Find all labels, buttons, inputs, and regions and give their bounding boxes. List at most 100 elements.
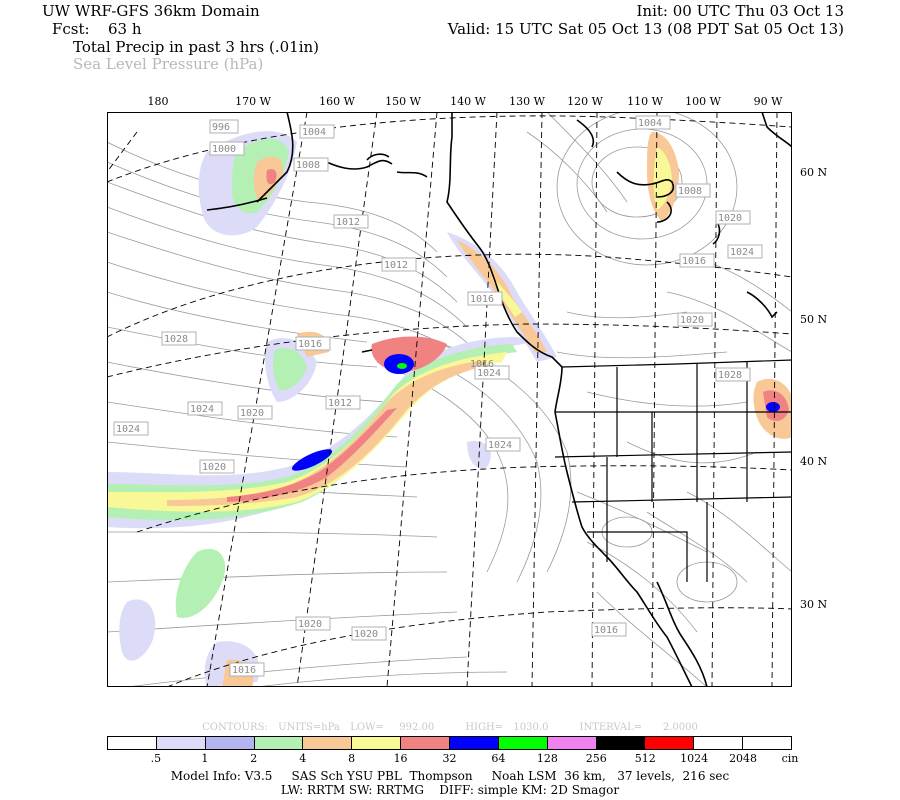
svg-text:1020: 1020 xyxy=(202,462,226,473)
legend-label: 1024 xyxy=(680,752,709,765)
legend-swatch xyxy=(645,737,695,749)
lon-label: 90 W xyxy=(753,95,783,108)
svg-text:1020: 1020 xyxy=(240,408,264,419)
pressure-label: 1016 xyxy=(295,336,331,351)
legend-swatch xyxy=(694,737,744,749)
model-info: Model Info: V3.5 SAS Sch YSU PBL Thompso… xyxy=(170,769,730,783)
pressure-label: 1004 xyxy=(635,115,671,130)
contour-info: CONTOURS: UNITS=hPa LOW= 992.00 HIGH= 10… xyxy=(202,722,698,733)
legend-label: 8 xyxy=(348,752,356,765)
svg-text:1016: 1016 xyxy=(594,625,618,636)
svg-text:1024: 1024 xyxy=(730,247,754,258)
pressure-label: 1024 xyxy=(187,401,223,416)
svg-text:1012: 1012 xyxy=(384,260,408,271)
legend-swatch xyxy=(596,737,646,749)
svg-text:1016: 1016 xyxy=(298,339,322,350)
pressure-label: 1020 xyxy=(237,405,273,420)
pressure-label: 1012 xyxy=(333,214,369,229)
legend-swatch xyxy=(450,737,499,749)
init-time: Init: 00 UTC Thu 03 Oct 13 xyxy=(636,2,844,20)
lat-label: 60 N xyxy=(800,166,828,179)
pressure-label: 1016 xyxy=(679,253,715,268)
legend-label: 512 xyxy=(634,752,656,765)
forecast-hour: 63 h xyxy=(108,20,142,38)
legend-swatch xyxy=(547,737,597,749)
pressure-label: 1008 xyxy=(675,183,711,198)
legend-swatch xyxy=(205,737,255,749)
svg-text:1024: 1024 xyxy=(488,440,512,451)
pressure-label: 1024 xyxy=(113,421,149,436)
pressure-label: 1020 xyxy=(295,616,331,631)
svg-text:1024: 1024 xyxy=(116,424,140,435)
legend-label: 1 xyxy=(201,752,209,765)
svg-text:1020: 1020 xyxy=(354,629,378,640)
legend-label: 64 xyxy=(491,752,506,765)
lon-label: 130 W xyxy=(509,95,545,108)
legend-swatch xyxy=(303,737,353,749)
legend-label: cin xyxy=(781,752,799,765)
lon-label: 140 W xyxy=(450,95,486,108)
pressure-label: 1020 xyxy=(351,626,387,641)
svg-text:1008: 1008 xyxy=(296,160,320,171)
lon-label: 110 W xyxy=(627,95,663,108)
coastlines xyxy=(206,112,792,687)
svg-text:996: 996 xyxy=(212,122,230,133)
field-precip-title: Total Precip in past 3 hrs (.01in) xyxy=(73,38,320,56)
svg-text:1008: 1008 xyxy=(678,186,702,197)
svg-text:1000: 1000 xyxy=(212,144,236,155)
valid-time: Valid: 15 UTC Sat 05 Oct 13 (08 PDT Sat … xyxy=(447,20,844,38)
svg-text:1012: 1012 xyxy=(336,217,360,228)
svg-text:1020: 1020 xyxy=(680,315,704,326)
legend-swatch xyxy=(743,737,792,749)
lon-label: 170 W xyxy=(235,95,271,108)
lat-label: 50 N xyxy=(800,313,828,326)
pressure-label: 1016 xyxy=(229,662,265,677)
legend-swatch xyxy=(156,737,206,749)
state-borders xyxy=(554,359,792,582)
svg-text:1016: 1016 xyxy=(682,256,706,267)
svg-text:1028: 1028 xyxy=(164,334,188,345)
svg-text:1024: 1024 xyxy=(190,404,214,415)
legend-label: 2048 xyxy=(729,752,758,765)
svg-text:1028: 1028 xyxy=(718,370,742,381)
lon-label: 120 W xyxy=(567,95,603,108)
lon-label: 180 xyxy=(147,95,169,108)
pressure-label: 1004 xyxy=(299,124,335,139)
svg-text:1024: 1024 xyxy=(477,368,501,379)
pressure-label: 1020 xyxy=(677,312,713,327)
lat-label: 40 N xyxy=(800,455,828,468)
pressure-label: 1016 xyxy=(591,622,627,637)
precip-legend-bar xyxy=(107,736,792,750)
lon-label: 100 W xyxy=(685,95,721,108)
pressure-label: 1016 xyxy=(470,359,494,370)
legend-label: 32 xyxy=(442,752,457,765)
pressure-label: 996 xyxy=(209,119,239,134)
legend-label: 128 xyxy=(536,752,558,765)
legend-label: 16 xyxy=(393,752,408,765)
legend-label: 4 xyxy=(299,752,307,765)
svg-text:1020: 1020 xyxy=(298,619,322,630)
lon-label: 150 W xyxy=(385,95,421,108)
legend-label: 2 xyxy=(250,752,258,765)
pressure-label: 1020 xyxy=(199,459,235,474)
legend-label: .5 xyxy=(150,752,162,765)
pressure-label: 1008 xyxy=(293,157,329,172)
field-slp-title: Sea Level Pressure (hPa) xyxy=(73,55,264,73)
pressure-label: 1028 xyxy=(715,367,751,382)
pressure-label: 1020 xyxy=(715,210,751,225)
legend-swatch xyxy=(108,737,157,749)
model-title: UW WRF-GFS 36km Domain xyxy=(42,2,260,20)
pressure-label: 1024 xyxy=(485,437,521,452)
legend-swatch xyxy=(254,737,304,749)
legend-swatch xyxy=(401,737,451,749)
physics-info: LW: RRTM SW: RRTMG DIFF: simple KM: 2D S… xyxy=(280,783,620,797)
lon-label: 160 W xyxy=(319,95,355,108)
svg-text:1004: 1004 xyxy=(302,127,326,138)
pressure-label: 1028 xyxy=(161,331,197,346)
pressure-label: 1024 xyxy=(727,244,763,259)
legend-swatch xyxy=(498,737,548,749)
pressure-label: 1012 xyxy=(325,395,361,410)
legend-swatch xyxy=(352,737,402,749)
svg-text:1016: 1016 xyxy=(232,665,256,676)
